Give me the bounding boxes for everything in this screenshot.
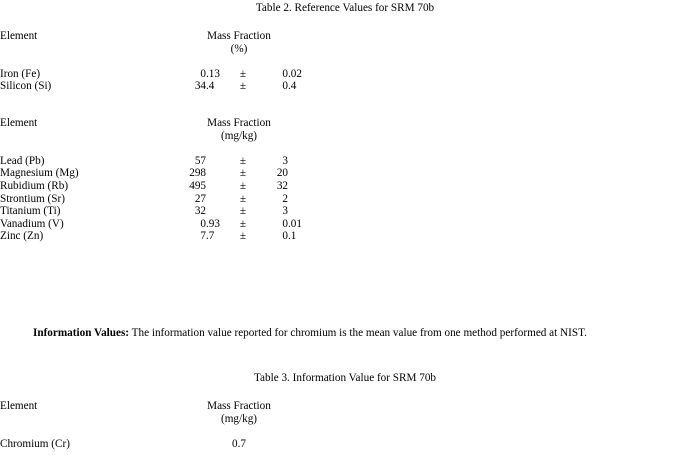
row-element-name: Silicon (Si) (0, 80, 52, 93)
column-header-element: Element (0, 30, 38, 42)
row-value-integer: 495 (189, 179, 206, 192)
table-2-section-mgkg: Element Mass Fraction (mg/kg) Lead (Pb) … (0, 117, 328, 243)
row-element-name: Zinc (Zn) (0, 230, 44, 243)
table-2-title: Table 2. Reference Values for SRM 70b (255, 2, 435, 14)
row-value: 0.7 (232, 437, 246, 450)
table-row: Magnesium (Mg) 298 ± 20 (0, 167, 328, 180)
row-value-fraction (206, 205, 228, 218)
row-uncertainty-fraction: .4 (288, 80, 297, 93)
row-uncertainty-fraction (288, 193, 328, 206)
information-values-paragraph: Information Values: The information valu… (33, 326, 666, 340)
row-uncertainty-integer: 3 (282, 205, 288, 218)
row-uncertainty-fraction (288, 155, 328, 168)
row-value-integer: 32 (194, 205, 206, 218)
row-element-name: Vanadium (V) (0, 217, 64, 230)
table-row: Silicon (Si) 34 .4 ± 0 .4 (0, 80, 328, 93)
row-uncertainty-integer: 2 (282, 192, 288, 205)
column-header-unit: (%) (230, 42, 248, 55)
column-header-unit: (mg/kg) (220, 412, 258, 425)
row-element-name: Chromium (Cr) (0, 437, 70, 450)
unit-row-spacer (0, 413, 150, 426)
row-value-integer: 34 (194, 80, 206, 93)
row-value-integer: 27 (194, 192, 206, 205)
row-uncertainty-fraction: .01 (288, 217, 302, 230)
row-uncertainty-fraction: .1 (288, 230, 297, 243)
row-gap (0, 425, 328, 438)
plus-minus-icon: ± (239, 67, 247, 80)
table-row: Titanium (Ti) 32 ± 3 (0, 205, 328, 218)
row-uncertainty-fraction (288, 167, 328, 180)
row-value-fraction (206, 167, 228, 180)
table-row: Iron (Fe) 0 .13 ± 0 .02 (0, 68, 328, 81)
plus-minus-icon: ± (239, 154, 247, 167)
row-element-name: Magnesium (Mg) (0, 167, 79, 180)
row-uncertainty-integer: 0 (282, 217, 288, 230)
table-unit-row: (%) (0, 43, 328, 56)
column-header-mass-fraction: Mass Fraction (207, 400, 271, 412)
row-gap (0, 142, 328, 155)
row-element-name: Iron (Fe) (0, 67, 41, 80)
row-value-integer: 57 (194, 154, 206, 167)
plus-minus-icon: ± (239, 205, 247, 218)
row-value-integer: 7 (200, 230, 206, 243)
table-3-section: Element Mass Fraction (mg/kg) Chromium (… (0, 400, 328, 450)
plus-minus-icon: ± (239, 167, 247, 180)
column-header-element: Element (0, 116, 38, 129)
unit-row-spacer (0, 130, 150, 143)
information-values-text: The information value reported for chrom… (131, 327, 587, 339)
table-row: Strontium (Sr) 27 ± 2 (0, 193, 328, 206)
row-element-name: Rubidium (Rb) (0, 179, 69, 192)
table-header-row: Element Mass Fraction (0, 400, 328, 413)
row-uncertainty-integer: 0 (282, 80, 288, 93)
row-value-fraction: .93 (206, 217, 220, 230)
table-row: Zinc (Zn) 7 .7 ± 0 .1 (0, 230, 328, 243)
row-uncertainty-integer: 3 (282, 154, 288, 167)
row-value-integer: 0 (200, 217, 206, 230)
plus-minus-icon: ± (239, 80, 247, 93)
row-value-fraction (206, 180, 228, 193)
table-3-title: Table 3. Information Value for SRM 70b (253, 372, 437, 384)
plus-minus-icon: ± (239, 230, 247, 243)
table-header-row: Element Mass Fraction (0, 117, 328, 130)
table-unit-row: (mg/kg) (0, 130, 328, 143)
row-uncertainty-integer: 20 (276, 167, 288, 180)
column-header-mass-fraction: Mass Fraction (207, 116, 271, 129)
row-uncertainty-integer: 0 (282, 230, 288, 243)
information-values-label: Information Values: (33, 327, 130, 339)
row-value-fraction: .13 (206, 67, 220, 80)
row-uncertainty-fraction: .02 (288, 67, 302, 80)
row-element-name: Lead (Pb) (0, 154, 45, 167)
row-value-integer: 298 (189, 167, 206, 180)
unit-row-spacer (0, 43, 150, 56)
table-row: Lead (Pb) 57 ± 3 (0, 155, 328, 168)
row-value-fraction: .7 (206, 230, 215, 243)
row-gap (0, 55, 328, 68)
row-element-name: Titanium (Ti) (0, 205, 61, 218)
row-uncertainty-integer: 32 (276, 179, 288, 192)
row-uncertainty-integer: 0 (282, 67, 288, 80)
row-element-name: Strontium (Sr) (0, 192, 65, 205)
plus-minus-icon: ± (239, 192, 247, 205)
table-unit-row: (mg/kg) (0, 413, 328, 426)
row-value-fraction (206, 155, 228, 168)
table-2-section-percent: Element Mass Fraction (%) Iron (Fe) 0 .1… (0, 30, 328, 93)
table-2-block: Table 2. Reference Values for SRM 70b El… (0, 2, 686, 243)
plus-minus-icon: ± (239, 217, 247, 230)
row-uncertainty-fraction (288, 205, 328, 218)
table-row: Vanadium (V) 0 .93 ± 0 .01 (0, 218, 328, 231)
column-header-unit: (mg/kg) (220, 129, 258, 142)
table-row: Chromium (Cr) 0.7 (0, 438, 328, 451)
table-row: Rubidium (Rb) 495 ± 32 (0, 180, 328, 193)
column-header-mass-fraction: Mass Fraction (207, 30, 271, 42)
column-header-element: Element (0, 400, 38, 412)
table-header-row: Element Mass Fraction (0, 30, 328, 43)
row-value-fraction: .4 (206, 80, 215, 93)
plus-minus-icon: ± (239, 179, 247, 192)
row-uncertainty-fraction (288, 180, 328, 193)
row-value-fraction (206, 193, 228, 206)
row-value-integer: 0 (200, 67, 206, 80)
table-3-block: Table 3. Information Value for SRM 70b E… (0, 372, 686, 450)
